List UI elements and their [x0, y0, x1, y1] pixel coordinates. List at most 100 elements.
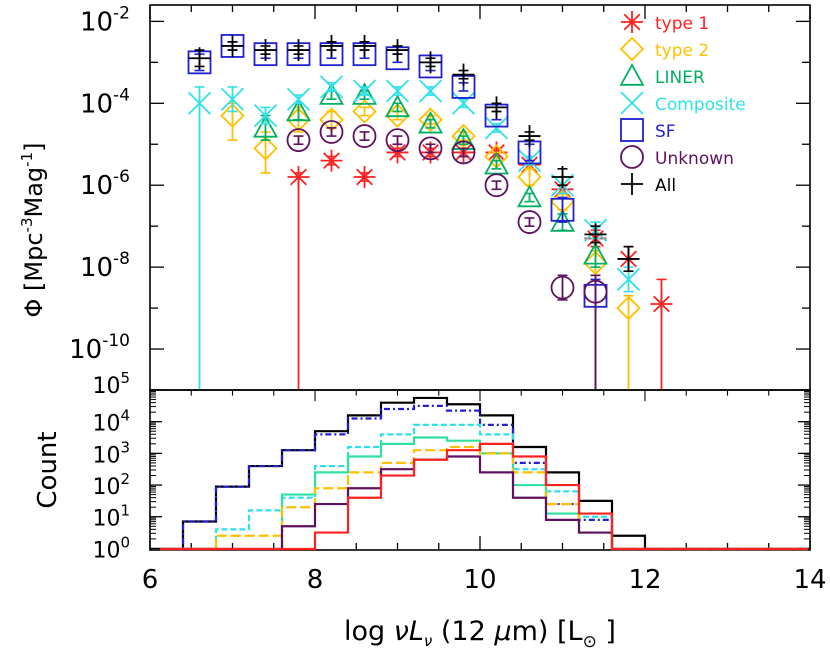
data-point — [253, 103, 278, 128]
data-point — [352, 99, 377, 124]
data-point — [452, 63, 475, 86]
y-tick-label-top: 10-4 — [80, 85, 130, 119]
data-point — [187, 91, 212, 115]
y-tick-label-top: 10-2 — [80, 3, 130, 37]
x-tick-label: 12 — [628, 565, 661, 595]
data-point — [384, 94, 411, 118]
legend-marker — [621, 173, 643, 195]
legend-label: type 1 — [655, 14, 709, 34]
data-point — [353, 166, 376, 189]
data-point — [550, 275, 575, 300]
data-point — [253, 136, 278, 161]
bottom-y-axis-label: Count — [33, 431, 63, 508]
y-tick-label-top: 10-6 — [80, 167, 130, 201]
data-point — [287, 39, 310, 62]
legend-label: All — [655, 176, 676, 196]
legend-label: SF — [655, 122, 676, 142]
legend-marker — [619, 63, 645, 86]
x-tick-label: 10 — [463, 565, 496, 595]
data-point — [417, 110, 444, 134]
data-point — [582, 241, 609, 265]
y-tick-label-bottom: 101 — [92, 502, 130, 532]
data-point — [386, 141, 409, 164]
top-y-axis-label: Φ [Mpc-3Mag-1] — [18, 143, 48, 318]
data-point — [451, 91, 476, 115]
data-point — [285, 98, 312, 122]
data-point — [616, 267, 641, 292]
data-point — [352, 124, 377, 148]
series-all — [188, 34, 640, 273]
data-point — [518, 125, 541, 148]
y-tick-label-bottom: 105 — [92, 369, 130, 399]
data-point — [484, 173, 509, 198]
x-axis-label: log νLν (12 μm) [L⊙ ] — [344, 616, 616, 652]
y-tick-label-top: 10-10 — [69, 331, 130, 365]
data-point — [252, 115, 279, 138]
data-point — [385, 79, 410, 103]
data-point — [352, 79, 377, 103]
data-point — [517, 210, 542, 234]
data-point — [451, 140, 476, 165]
data-point — [385, 103, 410, 128]
legend-label: Unknown — [655, 149, 734, 169]
y-tick-label-bottom: 104 — [92, 407, 130, 437]
legend-label: type 2 — [655, 41, 709, 61]
data-point — [320, 149, 343, 172]
data-point — [584, 223, 607, 246]
series-unknown — [286, 120, 608, 390]
series-type-1 — [287, 141, 673, 390]
data-point — [583, 279, 608, 304]
data-point — [418, 136, 443, 161]
histogram-type-2 — [160, 445, 808, 551]
data-point — [286, 87, 311, 111]
histogram-sf — [160, 404, 808, 551]
x-tick-label: 14 — [793, 565, 826, 595]
histogram-composite — [160, 423, 808, 551]
data-point — [419, 51, 442, 74]
data-point — [286, 128, 311, 153]
data-point — [319, 75, 344, 99]
data-point — [617, 247, 640, 270]
data-point — [221, 34, 244, 57]
data-point — [616, 295, 641, 321]
data-point — [286, 107, 311, 132]
legend-marker — [620, 118, 644, 142]
data-point — [451, 123, 476, 149]
legend-marker — [620, 145, 644, 169]
data-point — [351, 82, 378, 105]
data-point — [318, 82, 345, 105]
data-point — [254, 39, 277, 62]
legend-marker — [619, 36, 645, 62]
series-composite — [187, 75, 641, 390]
data-point — [287, 166, 310, 189]
legend: type 1 type 2 LINER Composite SF Unknown All — [619, 11, 746, 196]
data-point — [220, 87, 245, 111]
data-point — [551, 166, 574, 189]
x-tick-label: 8 — [307, 565, 324, 595]
y-tick-label-bottom: 100 — [92, 533, 130, 563]
data-point — [650, 292, 673, 315]
luminosity-function-panel: 10-2 10-4 10-6 10-8 10-10 type 1 type 2 LINER Co… — [69, 3, 811, 391]
x-tick-label: 6 — [142, 565, 159, 595]
data-point — [319, 120, 344, 144]
data-point — [386, 39, 409, 62]
y-tick-label-top: 10-8 — [80, 249, 130, 283]
legend-label: LINER — [655, 68, 705, 88]
histogram-unknown — [160, 455, 808, 551]
data-point — [418, 79, 443, 103]
legend-label: Composite — [655, 95, 746, 115]
legend-marker — [620, 91, 644, 115]
y-tick-label-bottom: 102 — [92, 470, 130, 500]
data-point — [550, 197, 575, 222]
data-point — [353, 34, 376, 57]
top-plot-frame — [149, 4, 811, 391]
legend-marker — [621, 11, 643, 33]
data-point — [418, 107, 443, 132]
data-point — [220, 103, 245, 128]
data-point — [516, 184, 543, 208]
data-point — [188, 47, 211, 70]
data-point — [320, 34, 343, 57]
histogram-liner — [160, 436, 808, 551]
